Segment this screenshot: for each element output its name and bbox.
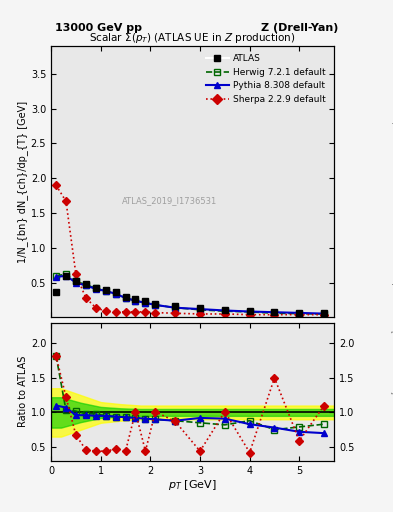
X-axis label: $p_T$ [GeV]: $p_T$ [GeV]	[168, 478, 217, 493]
Text: 13000 GeV pp: 13000 GeV pp	[55, 23, 142, 33]
Text: mcplots.cern.ch [arXiv:1306.3436]: mcplots.cern.ch [arXiv:1306.3436]	[391, 272, 393, 394]
Y-axis label: 1/N_{bn} dN_{ch}/dp_{T} [GeV]: 1/N_{bn} dN_{ch}/dp_{T} [GeV]	[17, 101, 28, 263]
Y-axis label: Ratio to ATLAS: Ratio to ATLAS	[18, 356, 28, 428]
Text: Z (Drell-Yan): Z (Drell-Yan)	[261, 23, 338, 33]
Text: Rivet 3.1.10, ≥ 3.1M events: Rivet 3.1.10, ≥ 3.1M events	[391, 79, 393, 177]
Text: ATLAS_2019_I1736531: ATLAS_2019_I1736531	[122, 197, 218, 205]
Legend: ATLAS, Herwig 7.2.1 default, Pythia 8.308 default, Sherpa 2.2.9 default: ATLAS, Herwig 7.2.1 default, Pythia 8.30…	[202, 51, 330, 108]
Title: Scalar $\Sigma(p_T)$ (ATLAS UE in $Z$ production): Scalar $\Sigma(p_T)$ (ATLAS UE in $Z$ pr…	[89, 31, 296, 45]
